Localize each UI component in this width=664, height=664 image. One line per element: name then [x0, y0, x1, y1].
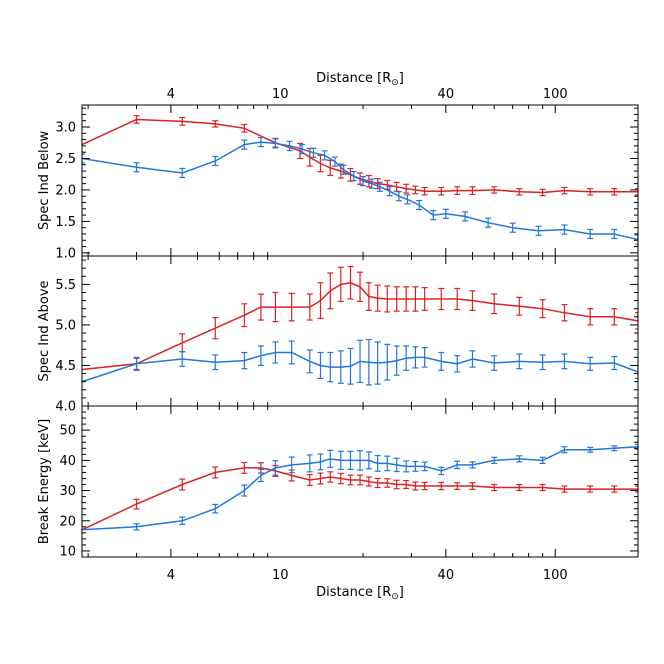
panel-3-y-tick-label: 40	[59, 454, 76, 469]
bottom-x-axis-label: Distance [R⊙]	[316, 585, 404, 602]
panel-1-y-tick-label: 3.0	[55, 121, 76, 136]
panel-1-y-tick-label: 1.0	[55, 246, 76, 261]
top-x-axis-label: Distance [R⊙]	[316, 71, 404, 88]
panel-3-frame	[81, 405, 639, 558]
top-x-tick-label: 40	[438, 87, 455, 102]
panel-1-y-tick-label: 2.5	[55, 152, 76, 167]
top-x-tick-label: 100	[543, 87, 568, 102]
panel-1-y-tick-label: 2.0	[55, 183, 76, 198]
data-layer	[82, 115, 638, 531]
panel-2-plot-area	[82, 265, 638, 386]
panel-2-y-axis-label: Spec Ind Above	[37, 280, 52, 381]
panel-2-y-tick-label: 4.5	[55, 359, 76, 374]
panel-3-y-tick-label: 30	[59, 484, 76, 499]
panel-2-y-tick-label: 5.5	[55, 278, 76, 293]
panel-1-y-tick-label: 1.5	[55, 215, 76, 230]
bottom-x-tick-label: 100	[543, 568, 568, 583]
top-x-tick-label: 10	[272, 87, 289, 102]
bottom-x-tick-label: 4	[167, 568, 175, 583]
panel-3-plot-area	[82, 443, 638, 531]
panel-1-plot-area	[82, 115, 638, 245]
top-x-tick-label: 4	[167, 87, 175, 102]
panel-3-y-tick-label: 20	[59, 514, 76, 529]
panel-3-y-axis-label: Break Energy [keV]	[37, 419, 52, 544]
panel-1-y-axis-label: Spec Ind Below	[37, 130, 52, 230]
bottom-x-tick-label: 40	[438, 568, 455, 583]
panel-2-y-tick-label: 4.0	[55, 400, 76, 415]
panel-3-y-tick-label: 50	[59, 424, 76, 439]
panel-1-red-line	[82, 118, 638, 194]
panel-3-y-tick-label: 10	[59, 544, 76, 559]
panel-2-y-tick-label: 5.0	[55, 318, 76, 333]
bottom-x-tick-label: 10	[272, 568, 289, 583]
